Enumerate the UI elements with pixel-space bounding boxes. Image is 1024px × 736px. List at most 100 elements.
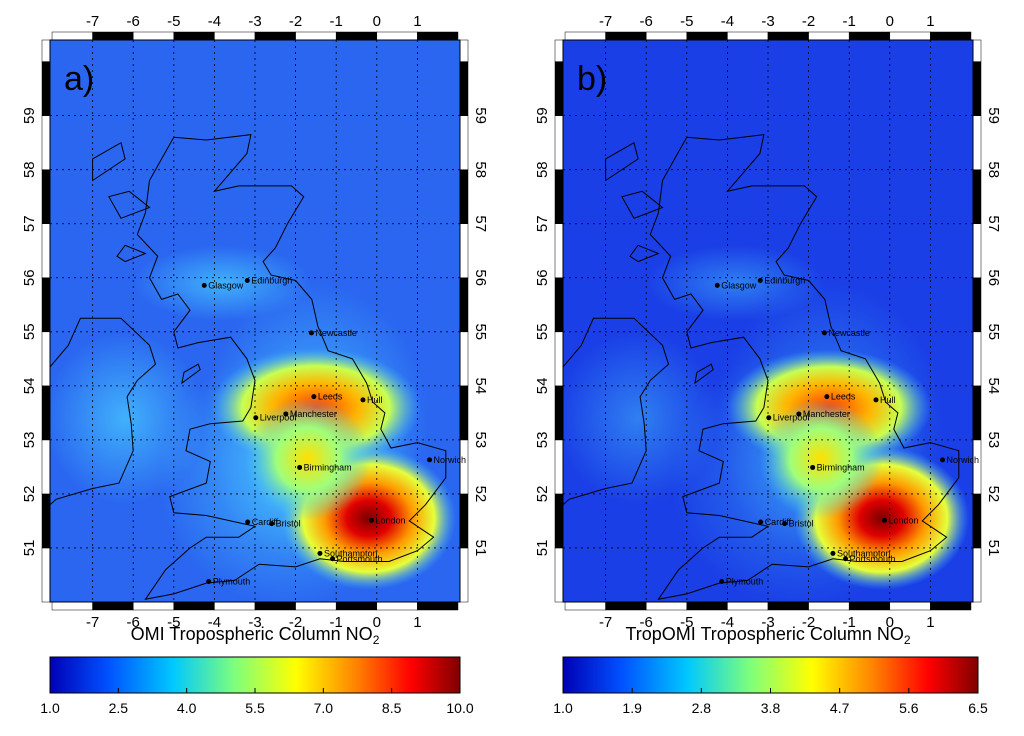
city-label: Birmingham: [817, 462, 865, 472]
panel-title-subscript: 2: [904, 633, 911, 647]
lon-tick-label-bottom: 1: [413, 614, 421, 631]
city-marker: London: [369, 515, 406, 525]
city-marker: Manchester: [796, 409, 850, 419]
lon-tick-label-bottom: -7: [599, 614, 612, 631]
city-dot: [427, 457, 433, 463]
lon-tick-label-bottom: -1: [843, 614, 856, 631]
city-marker: Hull: [360, 395, 382, 405]
colorbar: 1.0 2.5 4.0 5.5 7.0 8.5 10.0: [40, 656, 474, 716]
city-label: Liverpool: [773, 413, 810, 423]
city-marker: Plymouth: [719, 576, 763, 586]
city-dot: [782, 521, 788, 527]
lon-tick-label-top: -5: [167, 13, 180, 30]
lon-tick-label-top: -2: [802, 13, 815, 30]
lat-tick-label-left: 54: [534, 378, 551, 395]
city-label: Glasgow: [721, 280, 757, 290]
city-dot: [796, 411, 802, 417]
city-marker: Birmingham: [297, 462, 352, 472]
city-label: Manchester: [803, 409, 850, 419]
colorbar-tick-label: 2.8: [692, 700, 712, 716]
city-label: Plymouth: [726, 576, 764, 586]
city-marker: Norwich: [427, 455, 466, 465]
city-dot: [873, 397, 879, 403]
city-marker: Newcastle: [821, 328, 870, 338]
lat-tick-label-right: 54: [985, 378, 1002, 395]
city-label: Birmingham: [304, 462, 352, 472]
hotspot-birmingham: [759, 398, 883, 519]
city-label: London: [376, 515, 406, 525]
city-dot: [206, 578, 212, 584]
lat-tick-label-right: 59: [472, 107, 489, 124]
panel-label: a): [64, 60, 94, 98]
lat-tick-label-right: 56: [472, 269, 489, 286]
graticule: [50, 40, 460, 602]
map-panel-a: -7 -7 -6 -6 -5 -5 -4 -4 -3 -3 -2 -2 -1 -1 0 0 1 1 51 51 52 52…: [21, 13, 489, 716]
city-label: Glasgow: [208, 280, 244, 290]
lon-tick-label-bottom: 1: [926, 614, 934, 631]
city-dot: [330, 556, 336, 562]
lat-tick-label-left: 57: [534, 215, 551, 232]
city-dot: [882, 517, 888, 523]
city-label: Manchester: [290, 409, 337, 419]
city-marker: Cardiff: [758, 517, 792, 527]
city-marker: Liverpool: [766, 413, 809, 423]
lat-tick-label-right: 56: [985, 269, 1002, 286]
city-label: Norwich: [947, 455, 980, 465]
city-marker: Cardiff: [245, 517, 279, 527]
city-marker: Plymouth: [206, 576, 250, 586]
lon-tick-label-top: -1: [330, 13, 343, 30]
city-label: Portsmouth: [850, 554, 896, 564]
city-marker: Edinburgh: [757, 275, 805, 285]
city-label: Southampton: [324, 548, 378, 558]
lon-tick-label-bottom: -1: [330, 614, 343, 631]
hotspot-birmingham: [244, 397, 372, 521]
lon-tick-label-bottom: -3: [248, 614, 261, 631]
city-marker: Bristol: [269, 519, 301, 529]
city-dot: [843, 556, 849, 562]
city-marker: Edinburgh: [244, 275, 292, 285]
city-marker: Glasgow: [201, 280, 244, 290]
city-marker: Newcastle: [308, 328, 357, 338]
city-marker: Southampton: [830, 548, 890, 558]
panel-title-subscript: 2: [373, 633, 380, 647]
city-marker: London: [882, 515, 919, 525]
lon-tick-label-top: -6: [127, 13, 140, 30]
panel-title: TropOMI Tropospheric Column NO2: [625, 624, 910, 647]
lon-tick-label-bottom: 0: [886, 614, 894, 631]
city-marker: Portsmouth: [843, 554, 896, 564]
lat-tick-label-right: 53: [472, 432, 489, 449]
lon-tick-label-top: -6: [640, 13, 653, 30]
city-dot: [719, 578, 725, 584]
colorbar-tick-label: 1.0: [553, 700, 573, 716]
colorbar-tick-label: 5.6: [899, 700, 919, 716]
lat-tick-label-left: 51: [534, 540, 551, 557]
city-marker: Hull: [873, 395, 895, 405]
lat-tick-label-right: 51: [985, 540, 1002, 557]
city-label: Bristol: [276, 519, 301, 529]
lon-tick-label-top: -4: [721, 13, 734, 30]
city-dot: [821, 330, 827, 336]
lat-tick-label-right: 53: [985, 432, 1002, 449]
colorbar-gradient: [49, 656, 461, 694]
city-marker: Portsmouth: [330, 554, 383, 564]
city-label: Hull: [367, 395, 383, 405]
lon-tick-label-top: -7: [86, 13, 99, 30]
lat-tick-label-left: 59: [534, 107, 551, 124]
lat-tick-label-right: 59: [985, 107, 1002, 124]
lat-tick-label-left: 52: [21, 486, 38, 503]
city-label: Hull: [880, 395, 896, 405]
city-label: Cardiff: [252, 517, 279, 527]
lon-tick-label-top: -2: [289, 13, 302, 30]
lat-tick-label-left: 51: [21, 540, 38, 557]
lon-tick-label-top: -3: [761, 13, 774, 30]
city-label: London: [889, 515, 919, 525]
city-dot: [311, 394, 317, 400]
city-label: Plymouth: [213, 576, 251, 586]
lat-tick-label-right: 58: [472, 161, 489, 178]
city-label: Leeds: [831, 392, 856, 402]
lon-tick-label-bottom: -6: [640, 614, 653, 631]
lon-tick-label-bottom: -4: [208, 614, 221, 631]
city-label: Liverpool: [260, 413, 297, 423]
lon-tick-label-top: -3: [248, 13, 261, 30]
